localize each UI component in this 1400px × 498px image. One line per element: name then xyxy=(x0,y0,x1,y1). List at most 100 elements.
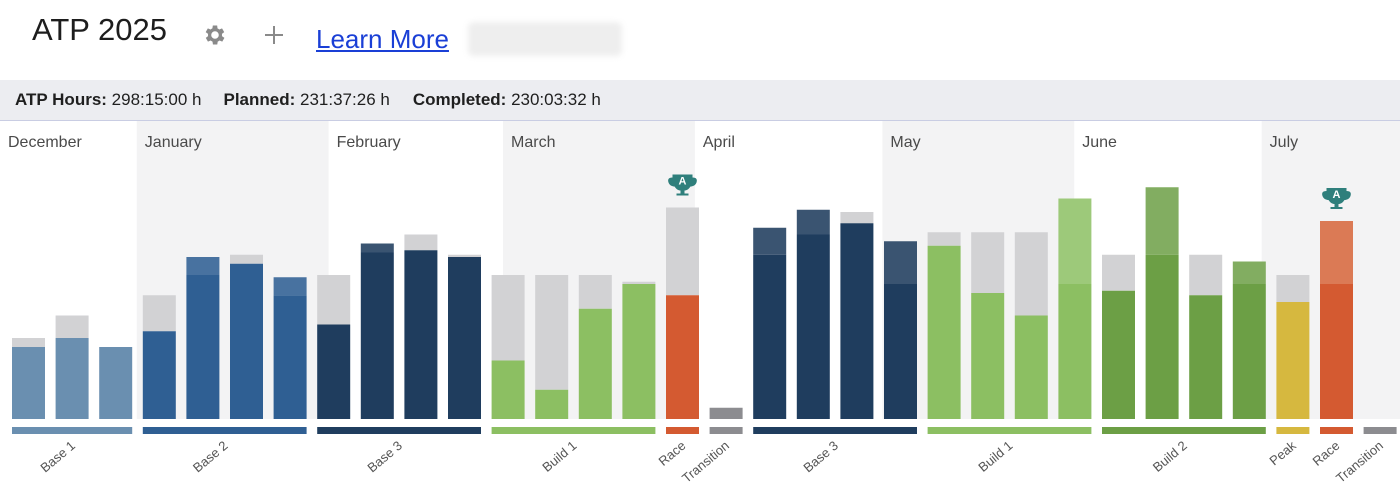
completed-bar xyxy=(666,295,699,419)
phase-label: Transition xyxy=(1333,438,1386,486)
planned-bar xyxy=(840,212,874,224)
planned-bar xyxy=(230,254,263,264)
phase-label: Base 3 xyxy=(364,438,405,476)
planned-bar xyxy=(491,275,525,361)
completed-bar xyxy=(186,275,220,419)
phase-label: Peak xyxy=(1266,437,1299,468)
completed-bar xyxy=(99,347,133,419)
phase-segment xyxy=(753,427,917,434)
completed-bar xyxy=(796,234,830,419)
completed-label: Completed: xyxy=(412,90,507,109)
gear-icon[interactable] xyxy=(200,20,230,50)
planned-bar xyxy=(927,232,961,246)
completed-bar xyxy=(578,308,612,419)
atp-chart-svg: December January February March April May June… xyxy=(8,121,1400,486)
phase-segment xyxy=(12,427,133,434)
phase-segment xyxy=(1363,427,1397,434)
planned-bar xyxy=(12,338,45,347)
completed-bar xyxy=(142,331,176,419)
planned-bar xyxy=(1102,254,1135,291)
phase-segment xyxy=(709,427,743,434)
blurred-field xyxy=(468,22,622,56)
atp-hours-label: ATP Hours: xyxy=(15,90,107,109)
completed-bar xyxy=(1102,290,1135,419)
plus-icon[interactable] xyxy=(259,20,289,50)
completed-bar xyxy=(840,223,874,419)
completed-bar xyxy=(1058,284,1092,419)
completed-bar xyxy=(709,407,743,419)
summary-bar: ATP Hours: 298:15:00 h Planned: 231:37:2… xyxy=(0,80,1400,121)
completed-hours: Completed: 230:03:32 h xyxy=(413,90,601,110)
atp-chart: December January February March April May June… xyxy=(0,121,1400,498)
page-title: ATP 2025 xyxy=(32,12,168,47)
completed-bar xyxy=(1014,315,1048,419)
planned-bar xyxy=(448,254,481,257)
month-label: May xyxy=(890,134,920,151)
planned-bar xyxy=(142,295,176,332)
excess-bar xyxy=(884,241,917,284)
atp-hours-value: 298:15:00 h xyxy=(111,90,202,109)
completed-bar xyxy=(448,257,481,419)
completed-bar xyxy=(1189,295,1223,419)
planned-bar xyxy=(622,281,656,284)
phase-label: Base 1 xyxy=(37,438,78,476)
planned-bar xyxy=(1276,275,1310,302)
top-bar: ATP 2025 Learn More xyxy=(0,0,1400,80)
phase-segment xyxy=(1102,427,1266,434)
month-label: April xyxy=(703,134,735,151)
atp-hours: ATP Hours: 298:15:00 h xyxy=(15,90,201,110)
phase-segment xyxy=(142,427,307,434)
phase-segment xyxy=(1276,427,1310,434)
excess-bar xyxy=(1232,261,1266,284)
completed-bar xyxy=(12,347,45,419)
phase-label: Build 1 xyxy=(539,438,579,475)
planned-bar xyxy=(404,234,438,251)
month-label: June xyxy=(1082,134,1117,151)
phase-label: Build 2 xyxy=(1150,438,1190,475)
excess-bar xyxy=(796,209,830,235)
trophy-a-icon: A xyxy=(668,174,697,196)
month-label: January xyxy=(145,134,202,151)
completed-bar xyxy=(491,360,525,419)
excess-bar xyxy=(186,257,220,275)
phase-segment xyxy=(1320,427,1353,434)
planned-bar xyxy=(55,315,89,338)
completed-bar xyxy=(971,293,1005,419)
completed-bar xyxy=(535,389,569,419)
phase-label: Transition xyxy=(679,438,732,486)
phase-label: Build 1 xyxy=(975,438,1015,475)
learn-more-link[interactable]: Learn More xyxy=(316,24,449,54)
phase-label: Race xyxy=(656,438,689,469)
phase-label: Base 2 xyxy=(190,438,231,476)
planned-label: Planned: xyxy=(223,90,296,109)
planned-bar xyxy=(971,232,1005,293)
planned-bar xyxy=(317,275,351,325)
completed-bar xyxy=(1232,284,1266,419)
phase-segment xyxy=(927,427,1092,434)
planned-hours: Planned: 231:37:26 h xyxy=(223,90,389,110)
completed-bar xyxy=(927,245,961,419)
planned-bar xyxy=(578,275,612,309)
phase-label: Base 3 xyxy=(800,438,841,476)
phase-label: Race xyxy=(1310,438,1343,469)
completed-bar xyxy=(230,263,263,419)
planned-bar xyxy=(1189,254,1223,296)
phase-segment xyxy=(317,427,481,434)
completed-bar xyxy=(1145,254,1179,419)
planned-bar xyxy=(1014,232,1048,316)
month-label: July xyxy=(1270,134,1298,151)
completed-bar xyxy=(55,338,89,419)
completed-bar xyxy=(360,252,394,419)
completed-bar xyxy=(1276,302,1310,419)
completed-bar xyxy=(1320,284,1353,419)
month-label: December xyxy=(8,134,82,151)
completed-bar xyxy=(884,284,917,419)
excess-bar xyxy=(273,277,307,296)
phase-segment xyxy=(666,427,699,434)
completed-bar xyxy=(404,250,438,419)
excess-bar xyxy=(1320,221,1353,284)
trophy-shape xyxy=(668,174,697,196)
excess-bar xyxy=(1058,198,1092,284)
trophy-a-icon: A xyxy=(1322,188,1351,209)
planned-value: 231:37:26 h xyxy=(300,90,390,109)
